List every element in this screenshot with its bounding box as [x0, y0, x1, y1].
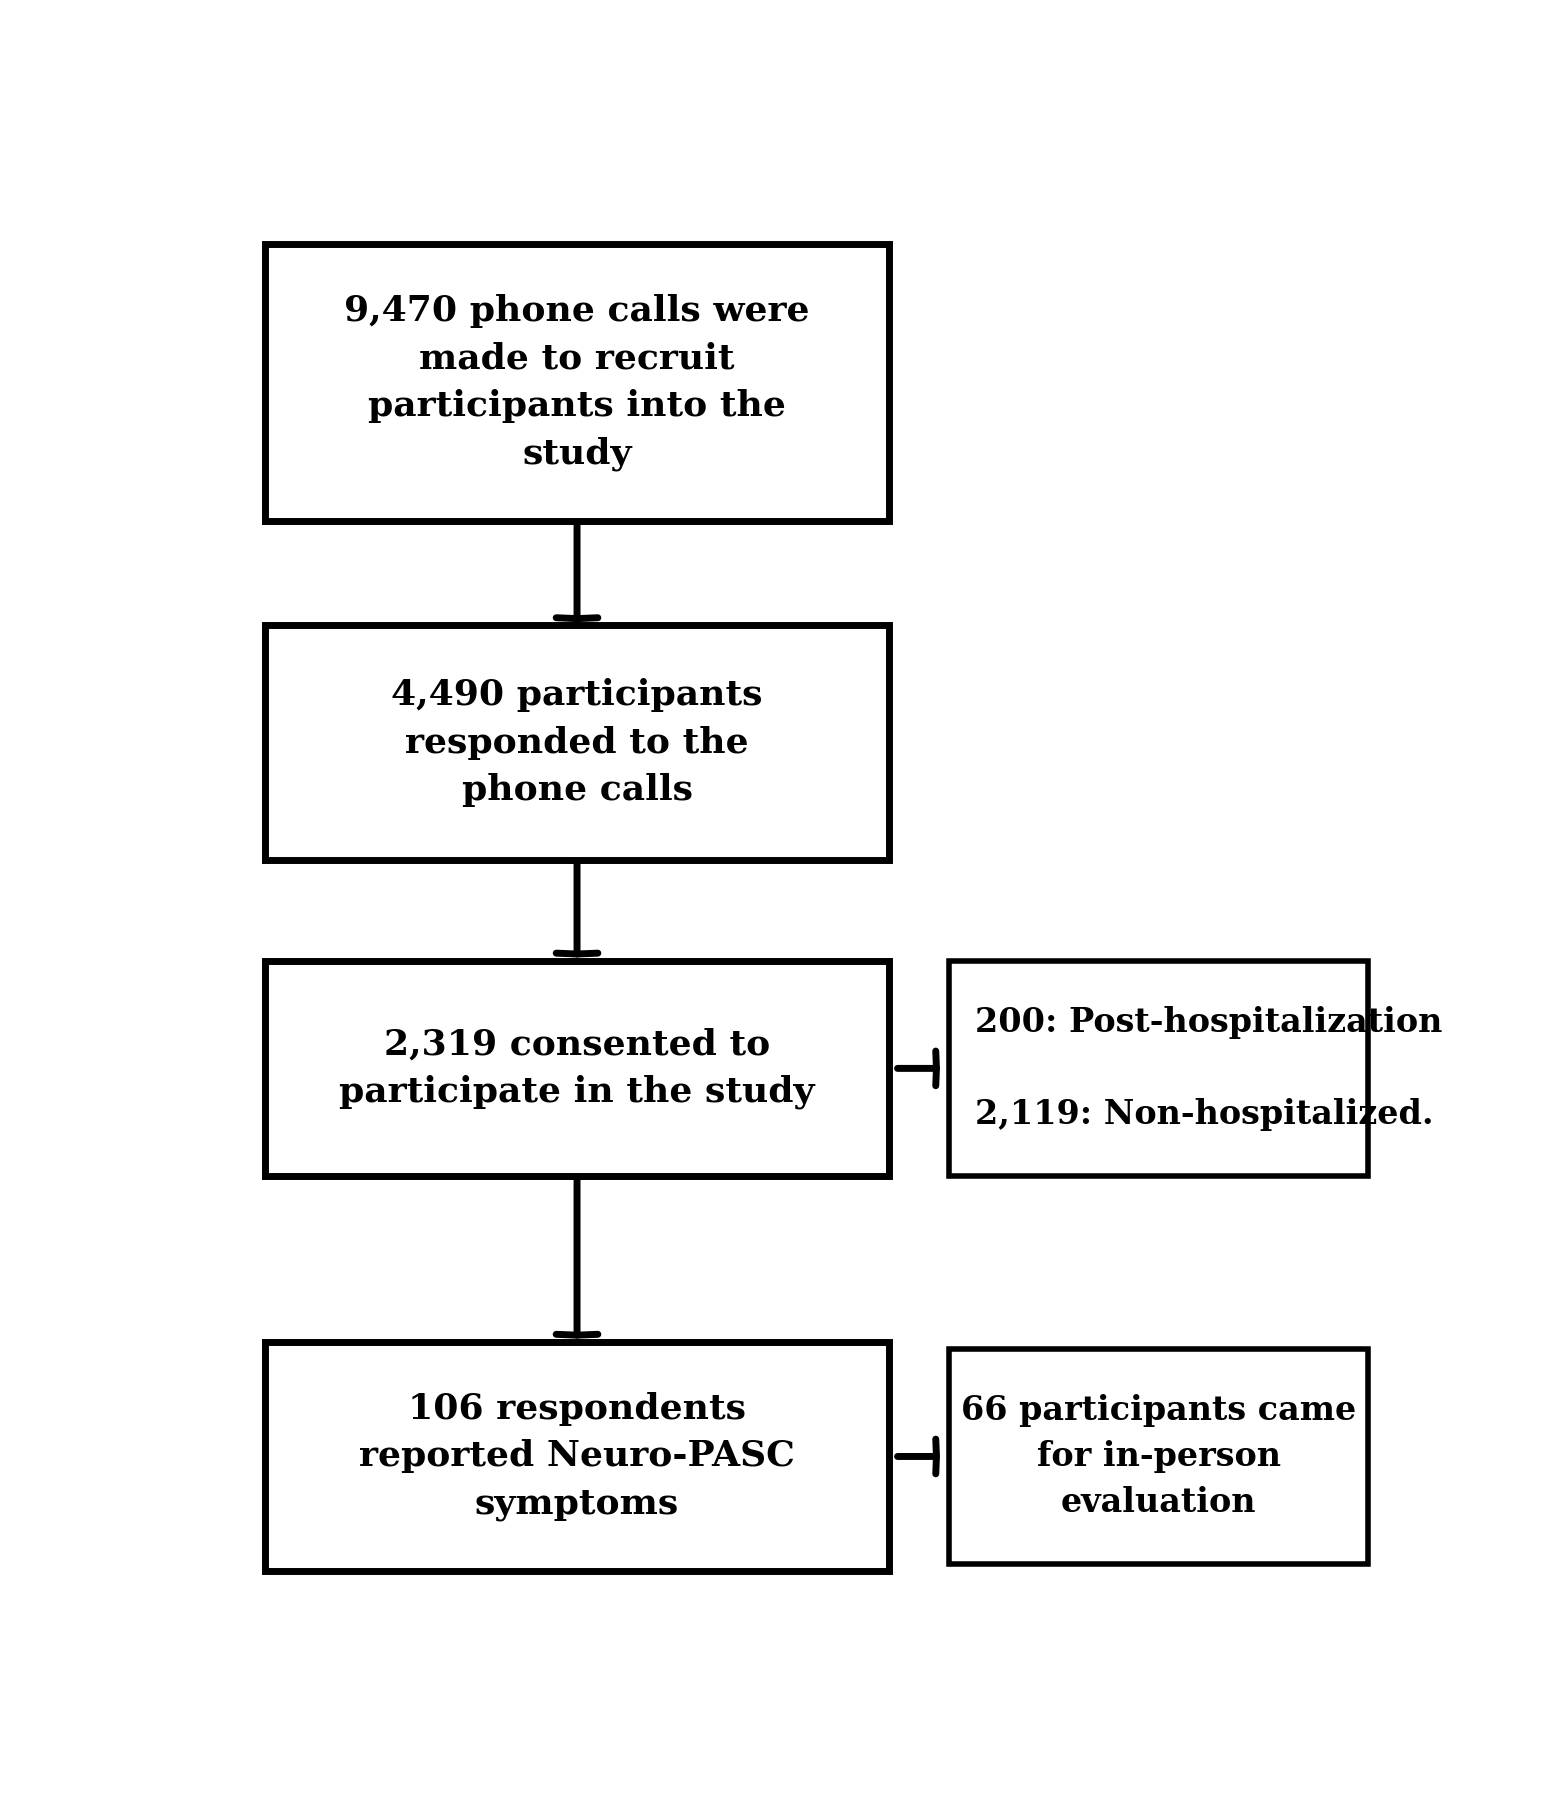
- Text: 200: Post-hospitalization

2,119: Non-hospitalized.: 200: Post-hospitalization 2,119: Non-hos…: [975, 1006, 1442, 1130]
- Text: 2,319 consented to
participate in the study: 2,319 consented to participate in the st…: [339, 1028, 815, 1109]
- FancyBboxPatch shape: [948, 1348, 1368, 1564]
- Text: 4,490 participants
responded to the
phone calls: 4,490 participants responded to the phon…: [391, 679, 763, 806]
- FancyBboxPatch shape: [948, 961, 1368, 1175]
- Text: 106 respondents
reported Neuro-PASC
symptoms: 106 respondents reported Neuro-PASC symp…: [359, 1391, 795, 1521]
- FancyBboxPatch shape: [266, 961, 888, 1175]
- Text: 9,470 phone calls were
made to recruit
participants into the
study: 9,470 phone calls were made to recruit p…: [345, 293, 809, 472]
- Text: 66 participants came
for in-person
evaluation: 66 participants came for in-person evalu…: [961, 1393, 1357, 1519]
- FancyBboxPatch shape: [266, 1343, 888, 1571]
- FancyBboxPatch shape: [266, 243, 888, 520]
- FancyBboxPatch shape: [266, 625, 888, 860]
